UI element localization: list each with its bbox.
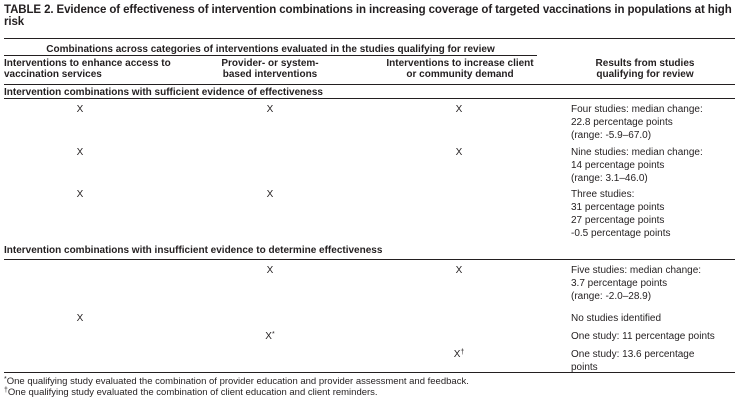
x-mark: X <box>265 331 272 342</box>
results-cell: Four studies: median change: 22.8 percent… <box>571 104 737 141</box>
table-title: TABLE 2. Evidence of effectiveness of in… <box>4 4 732 28</box>
result-line: One study: 13.6 percentage <box>571 349 695 360</box>
x-mark: X <box>266 104 274 115</box>
column-header-demand: Interventions to increase client or comm… <box>386 58 534 80</box>
results-cell: Nine studies: median change: 14 percentag… <box>571 147 737 184</box>
footnote-mark: * <box>4 376 7 383</box>
result-line: 14 percentage points <box>571 160 665 171</box>
mark-access: X <box>70 104 90 115</box>
result-line: (range: 3.1–46.0) <box>571 173 648 184</box>
results-cell: Five studies: median change: 3.7 percenta… <box>571 265 737 302</box>
section-header: Intervention combinations with sufficien… <box>4 87 323 98</box>
results-cell: One study: 13.6 percentage points <box>571 349 737 373</box>
group-header: Combinations across categories of interv… <box>46 44 495 55</box>
result-line: Five studies: median change: <box>571 265 702 276</box>
x-mark: X <box>76 147 84 158</box>
result-line: No studies identified <box>571 313 662 324</box>
mark-demand: X <box>449 265 469 276</box>
result-line: Three studies: <box>571 189 635 200</box>
mark-provider: X <box>260 104 280 115</box>
divider <box>4 55 537 56</box>
column-header-access: Interventions to enhance access to vacci… <box>4 58 171 80</box>
footnote-mark: † <box>4 387 8 394</box>
x-mark: X <box>453 349 461 360</box>
divider <box>4 38 735 39</box>
result-line: (range: -5.9–67.0) <box>571 130 652 141</box>
x-mark: X <box>76 189 84 200</box>
result-line: -0.5 percentage points <box>571 228 671 239</box>
result-line: Four studies: median change: <box>571 104 703 115</box>
section-header: Intervention combinations with insuffici… <box>4 245 383 256</box>
divider <box>4 259 735 260</box>
result-line: 22.8 percentage points <box>571 117 673 128</box>
mark-demand: X† <box>449 349 469 360</box>
results-cell: Three studies: 31 percentage points 27 per… <box>571 189 737 239</box>
mark-access: X <box>70 189 90 200</box>
result-line: 3.7 percentage points <box>571 278 668 289</box>
x-mark: X <box>76 313 84 324</box>
result-line: 31 percentage points <box>571 202 665 213</box>
mark-provider: X* <box>260 331 280 342</box>
x-mark: X <box>455 147 463 158</box>
x-mark: X <box>455 265 463 276</box>
footnote: †One qualifying study evaluated the comb… <box>4 387 378 398</box>
x-mark: X <box>455 104 463 115</box>
column-header-results: Results from studies qualifying for revi… <box>595 58 695 80</box>
divider <box>4 84 735 85</box>
mark-provider: X <box>260 265 280 276</box>
mark-demand: X <box>449 104 469 115</box>
results-cell: No studies identified <box>571 313 737 324</box>
mark-demand: X <box>449 147 469 158</box>
mark-access: X <box>70 147 90 158</box>
footnote-mark: * <box>271 331 275 338</box>
footnote-mark: † <box>460 349 465 356</box>
result-line: (range: -2.0–28.9) <box>571 291 652 302</box>
footnote-text: One qualifying study evaluated the combi… <box>6 376 469 387</box>
column-header-provider: Provider- or system-based interventions <box>221 58 319 80</box>
mark-access: X <box>70 313 90 324</box>
divider <box>4 372 735 373</box>
result-line: points <box>571 362 598 373</box>
footnote: *One qualifying study evaluated the comb… <box>4 376 469 387</box>
x-mark: X <box>266 265 274 276</box>
x-mark: X <box>266 189 274 200</box>
mark-provider: X <box>260 189 280 200</box>
results-cell: One study: 11 percentage points <box>571 331 737 342</box>
result-line: One study: 11 percentage points <box>571 331 715 342</box>
footnote-text: One qualifying study evaluated the combi… <box>7 387 378 398</box>
divider <box>4 98 735 99</box>
x-mark: X <box>76 104 84 115</box>
result-line: Nine studies: median change: <box>571 147 703 158</box>
result-line: 27 percentage points <box>571 215 665 226</box>
